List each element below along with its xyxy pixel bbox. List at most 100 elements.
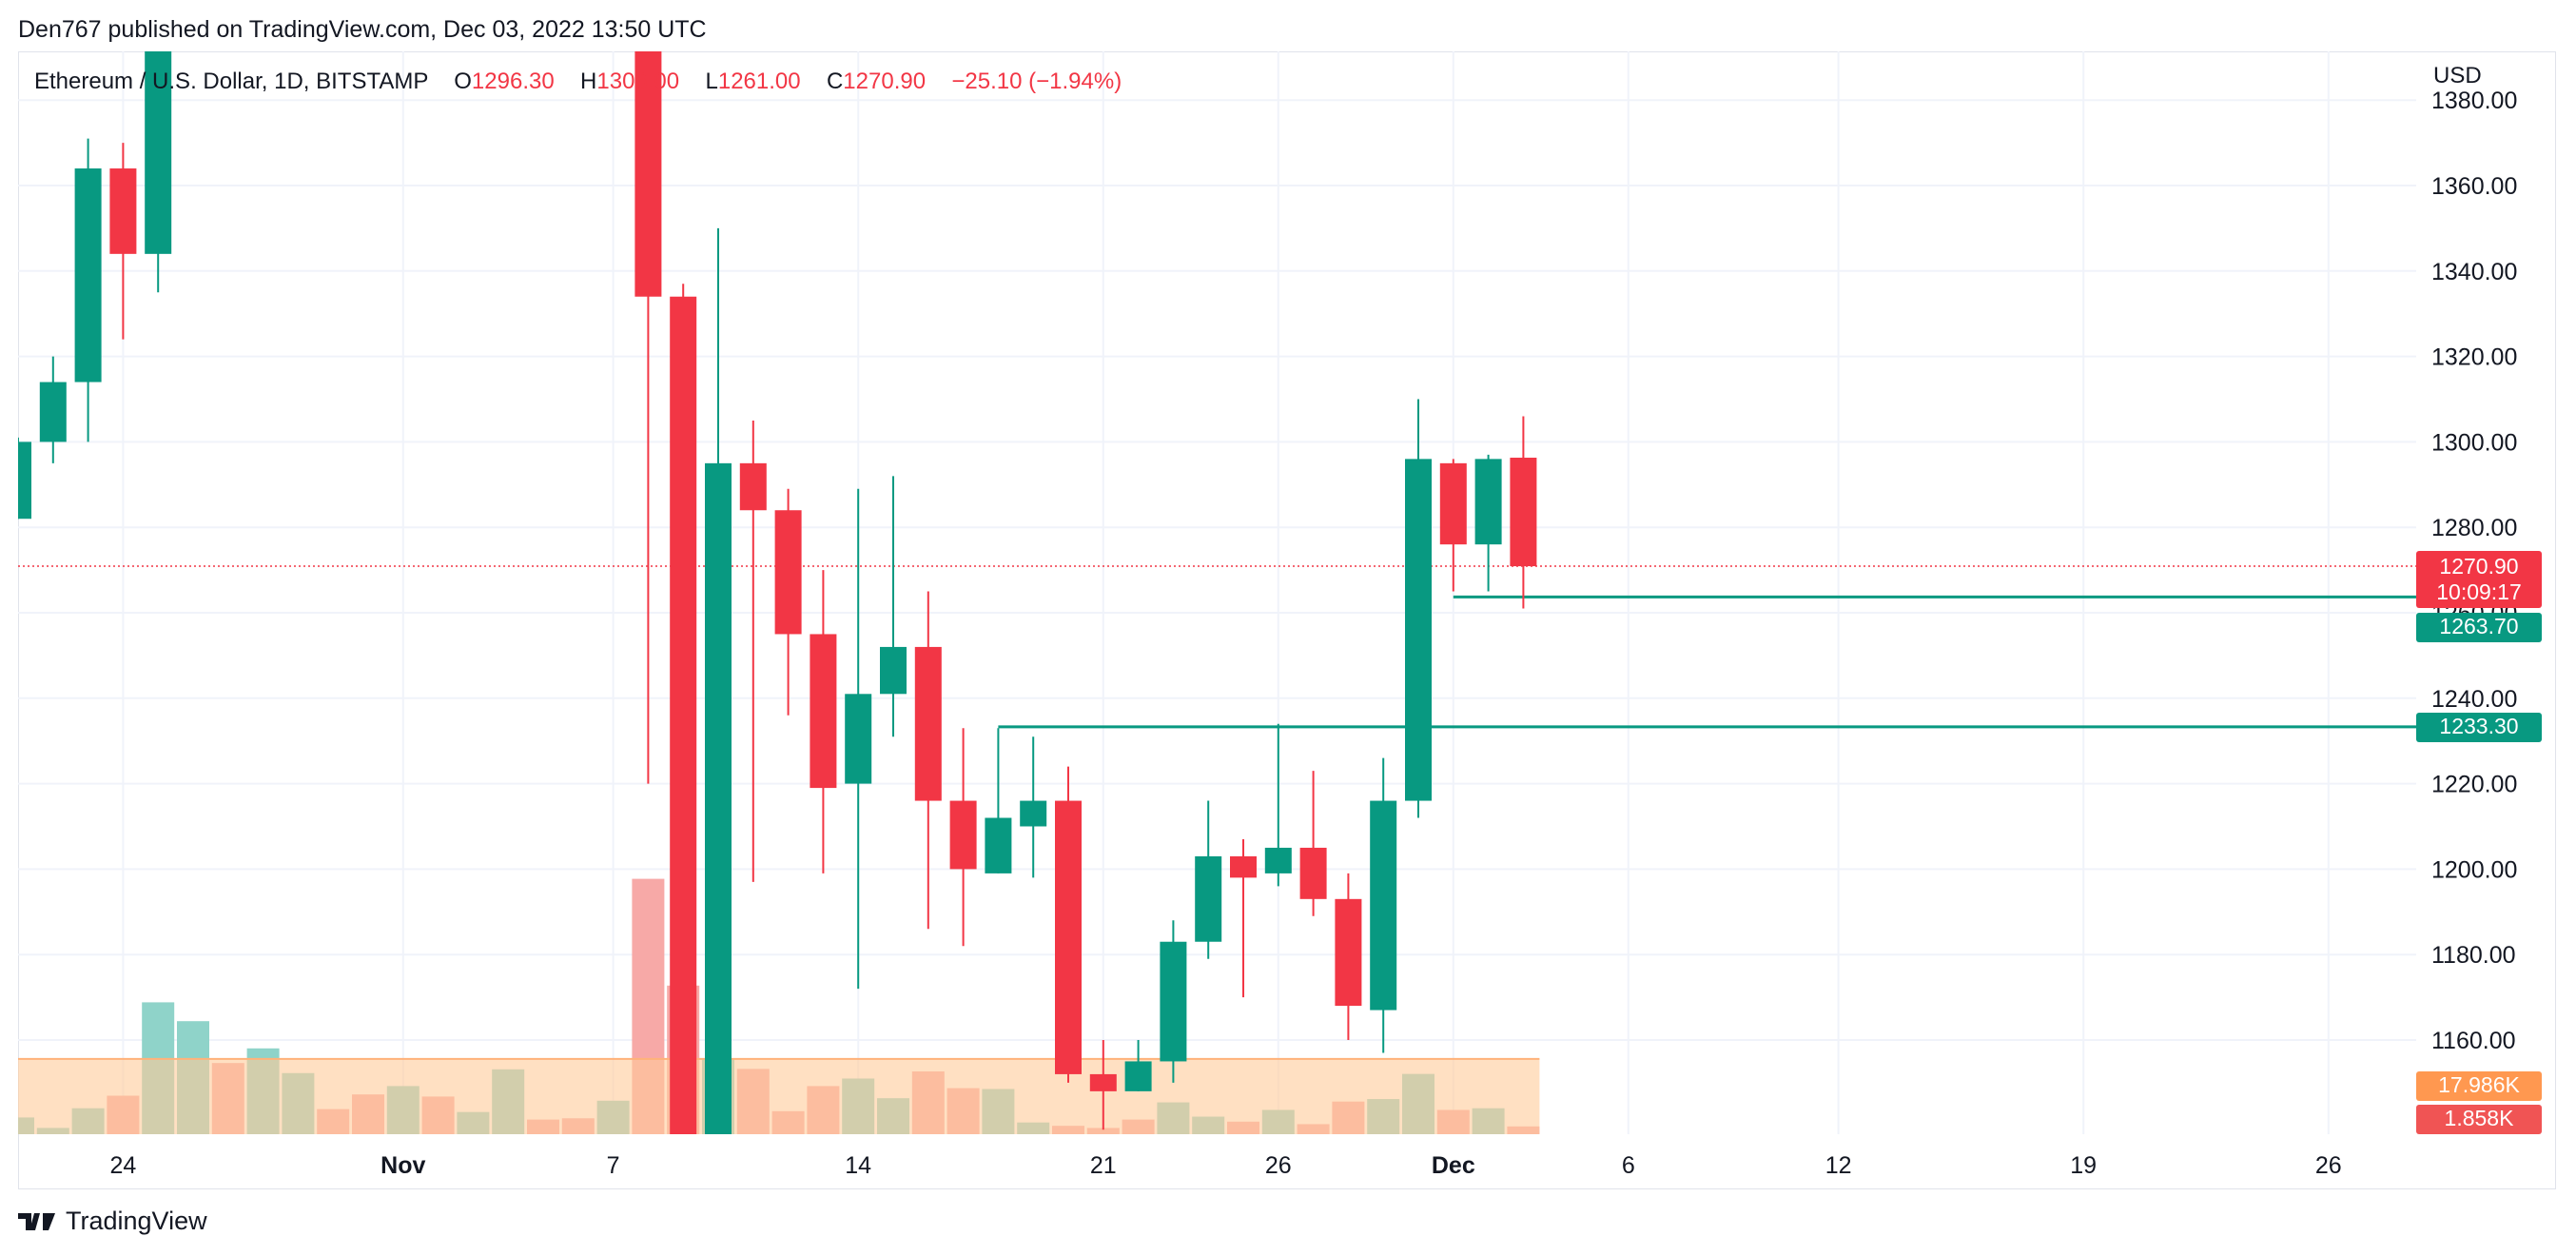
candle-body (74, 168, 102, 383)
grid-lines (18, 51, 2416, 1134)
candle (1230, 838, 1257, 998)
candle-body (1089, 1073, 1117, 1091)
symbol-legend: Ethereum / U.S. Dollar, 1D, BITSTAMP O12… (34, 69, 1122, 95)
price-axis-label: 1200.00 (2431, 856, 2517, 883)
volume-pane (18, 878, 1540, 1134)
volume-ma-tag: 17.986K (2416, 1071, 2542, 1101)
price-axis-label: 1280.00 (2431, 515, 2517, 541)
price-axis-label: 1300.00 (2431, 429, 2517, 456)
candle (1020, 736, 1047, 878)
price-axis-label: 1220.00 (2431, 772, 2517, 798)
time-axis-label: 21 (1090, 1152, 1117, 1179)
volume-last-tag: 1.858K (2416, 1105, 2542, 1134)
high-label: H (580, 69, 597, 94)
candle-body (1335, 898, 1362, 1007)
price-axis-label: 1340.00 (2431, 259, 2517, 285)
candle (1474, 454, 1502, 592)
low-value: 1261.00 (717, 69, 801, 94)
candle (74, 138, 102, 442)
footer-brand: TradingView (66, 1207, 207, 1235)
time-axis: 24 Nov 7 14 21 26 Dec 6 12 19 26 (109, 1152, 2341, 1179)
candle-body (1405, 459, 1432, 801)
volume-ma-band (18, 1058, 1540, 1134)
currency-label[interactable]: USD (2433, 63, 2482, 88)
time-axis-label: 26 (2315, 1152, 2342, 1179)
horizontal-levels (18, 565, 2416, 729)
chart-frame[interactable] (18, 51, 2556, 1189)
time-axis-label: 12 (1825, 1152, 1852, 1179)
candlestick-series (18, 51, 1537, 1134)
close-label: C (826, 69, 844, 94)
last-price-value: 1270.90 (2439, 554, 2519, 579)
last-price-tag: 1270.90 10:09:17 (2416, 551, 2542, 608)
price-change: −25.10 (−1.94%) (951, 69, 1122, 94)
candle (1055, 766, 1082, 1083)
close-value: 1270.90 (843, 69, 927, 94)
time-axis-label: Dec (1432, 1152, 1475, 1179)
candle-body (845, 694, 872, 784)
candle (949, 728, 977, 947)
publisher-line: Den767 published on TradingView.com, Dec… (18, 16, 707, 43)
candle (1510, 416, 1537, 609)
time-axis-label: 26 (1265, 1152, 1292, 1179)
candle-body (1020, 800, 1047, 827)
candle-body (39, 382, 67, 442)
candle (1195, 800, 1222, 959)
candle-body (109, 168, 137, 254)
candle (1124, 1040, 1152, 1091)
tradingview-footer[interactable]: TradingView (18, 1207, 207, 1236)
candle-body (1124, 1061, 1152, 1091)
candle (705, 227, 732, 1134)
candle-body (810, 634, 837, 789)
candle-body (1230, 855, 1257, 878)
candle-body (1474, 459, 1502, 545)
candle (739, 420, 767, 882)
candle-body (670, 296, 697, 1134)
candle-body (1160, 941, 1187, 1062)
candle-body (1439, 462, 1467, 545)
candle-body (634, 51, 662, 297)
price-axis-label: 1160.00 (2431, 1028, 2516, 1054)
candle (1370, 757, 1397, 1053)
candle-body (1299, 847, 1327, 899)
level-tag-lower: 1233.30 (2416, 713, 2542, 742)
candle-body (949, 800, 977, 870)
candle (1439, 459, 1467, 592)
candle (880, 476, 907, 737)
time-axis-label: 7 (607, 1152, 620, 1179)
candle-body (774, 510, 802, 635)
candle-body (705, 462, 732, 1134)
price-axis-label: 1320.00 (2431, 344, 2517, 371)
candle-body (1510, 458, 1537, 567)
candle-body (985, 817, 1012, 873)
candle-body (1264, 847, 1292, 873)
candle (1160, 920, 1187, 1083)
bar-countdown: 10:09:17 (2436, 579, 2522, 604)
symbol-name: Ethereum / U.S. Dollar, 1D, BITSTAMP (34, 69, 428, 94)
candle (634, 51, 662, 784)
time-axis-label: 19 (2070, 1152, 2097, 1179)
high-value: 1306.00 (596, 69, 680, 94)
candle (1089, 1040, 1117, 1130)
level-tag-upper: 1263.70 (2416, 613, 2542, 642)
candle (18, 437, 31, 520)
price-axis-label: 1240.00 (2431, 686, 2517, 713)
open-value: 1296.30 (471, 69, 555, 94)
candle (145, 51, 172, 293)
candle-body (739, 462, 767, 511)
candle (985, 728, 1012, 873)
candle-body (18, 442, 31, 520)
candle (845, 488, 872, 990)
candle (914, 591, 942, 930)
price-axis-label: 1360.00 (2431, 173, 2517, 200)
candle (1299, 771, 1327, 916)
candle (1335, 873, 1362, 1040)
time-axis-label: 14 (845, 1152, 871, 1179)
time-axis-label: 6 (1622, 1152, 1635, 1179)
candle (774, 488, 802, 716)
candle (39, 356, 67, 463)
price-axis-label: 1180.00 (2431, 942, 2516, 969)
tradingview-logo-icon (18, 1212, 55, 1230)
low-label: L (705, 69, 718, 94)
